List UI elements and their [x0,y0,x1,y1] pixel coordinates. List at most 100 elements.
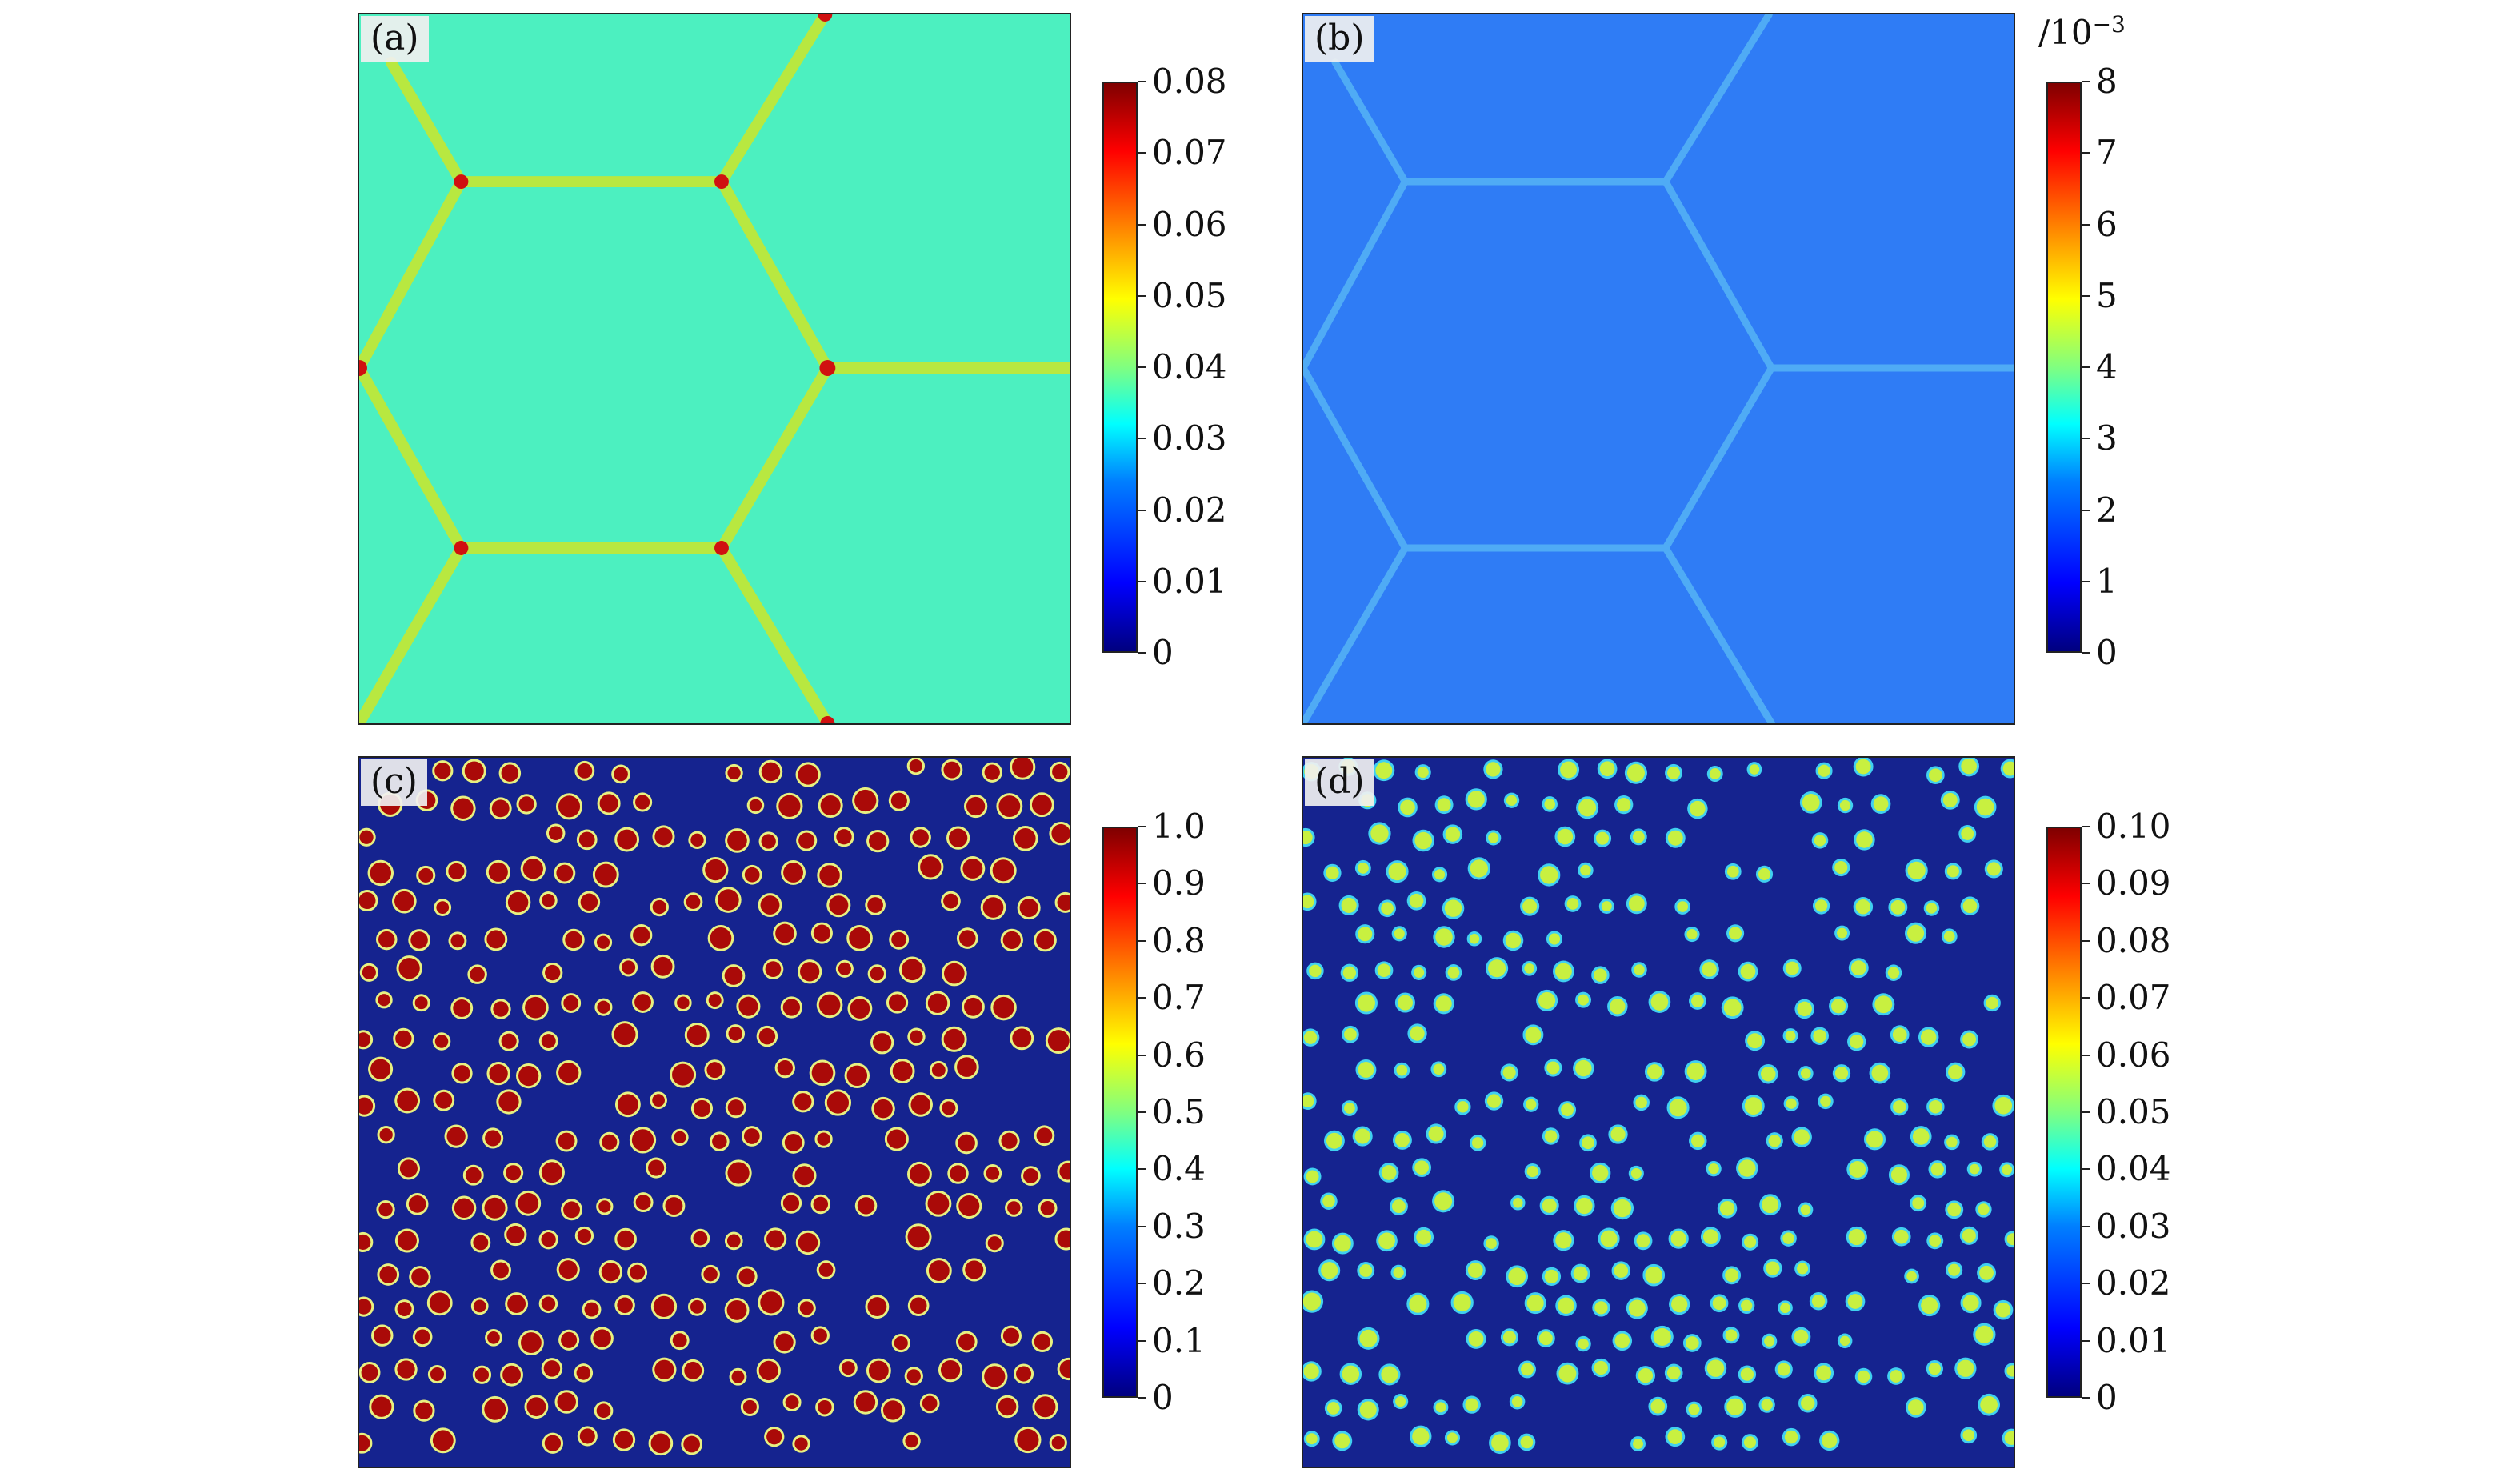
particle [602,1134,618,1150]
particle [943,1028,965,1050]
particle [1059,1163,1070,1180]
particle [633,927,650,944]
colorbar-tick [2082,1397,2090,1399]
colorbar-tick [2082,81,2090,82]
particle [1797,1001,1812,1017]
panel-a-junctions [359,14,836,723]
particle [484,1398,506,1420]
particle [1786,1098,1797,1109]
particle [1794,1329,1809,1344]
particle [867,897,883,913]
particle [963,997,982,1016]
particle [850,999,870,1019]
particle [379,1128,393,1142]
particle [486,930,506,949]
colorbar-d-gradient [2046,827,2082,1398]
particle [1667,766,1680,779]
particle [813,1196,829,1212]
particle [912,829,929,846]
particle [901,959,923,981]
particle [1414,831,1432,850]
particle [1744,1097,1762,1115]
particle [1818,764,1830,777]
particle [1969,1163,1980,1175]
particle [1839,1335,1850,1347]
particle [614,1023,636,1046]
particle [653,956,673,976]
particle [882,1400,903,1420]
particle [1866,1131,1884,1148]
particle [520,1332,542,1354]
particle [522,859,543,879]
particle [1488,832,1499,843]
particle [727,766,741,780]
particle [836,829,852,845]
particle [1723,999,1742,1017]
colorbar-c-gradient [1102,827,1138,1398]
particle [1975,1325,1994,1343]
particle [738,1268,755,1285]
particle [397,1360,415,1379]
particle [399,1159,418,1178]
particle [703,1267,718,1282]
particle [1747,1033,1763,1049]
particle [1942,792,1958,807]
particle [507,1295,526,1313]
colorbar-tick [1138,1054,1146,1056]
colorbar-tick [1138,1283,1146,1285]
colorbar-tick [1138,652,1146,654]
particle [726,1299,747,1320]
particle [1359,1401,1377,1419]
particle [1822,1432,1838,1449]
particle [1486,762,1501,777]
particle [1630,1167,1642,1179]
colorbar-tick-label: 0.5 [1152,1092,1206,1131]
particle [379,1266,398,1283]
particle [1976,798,1994,816]
particle [798,1232,818,1253]
particle [1560,761,1578,779]
colorbar-tick-label: 0.05 [1152,275,1227,315]
particle [794,1437,808,1451]
particle [558,1132,575,1150]
particle [1855,759,1871,775]
particle [892,1061,913,1082]
particle [758,1027,776,1045]
panel-c: (c) [358,756,1071,1468]
particle [378,994,390,1007]
particle [576,1366,591,1380]
particle [1785,1031,1796,1042]
particle [614,767,628,782]
particle [987,1236,1002,1251]
particle [470,967,485,982]
particle [706,1062,723,1079]
particle [1417,767,1429,779]
particle [1594,1301,1608,1315]
colorbar-tick [1138,1339,1146,1342]
particle [601,1262,621,1282]
particle [783,863,803,883]
particle [501,764,519,782]
particle [635,1195,651,1211]
particle [2002,761,2014,776]
particle [684,1361,702,1379]
particle [966,796,986,816]
particle [434,763,451,779]
colorbar-tick-label: 0.04 [2096,1149,2171,1189]
particle [1358,1061,1374,1078]
particle [1023,1168,1038,1183]
particle [361,1363,378,1381]
particle [1306,1231,1323,1248]
particle [993,996,1014,1019]
particle [1831,999,1846,1014]
panel-a-field [359,14,1070,723]
colorbar-tick-label: 4 [2096,347,2118,386]
particle [1961,758,1978,775]
particle [820,795,841,816]
particle [819,865,840,886]
particle [1906,1271,1917,1282]
particle [501,1033,517,1049]
particle [798,764,818,785]
panel-b-field [1303,14,2014,723]
particle [1538,991,1556,1009]
